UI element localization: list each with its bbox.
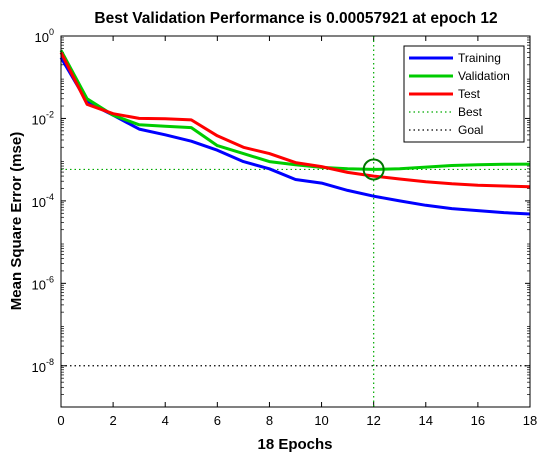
- plot-frame: [60, 35, 531, 408]
- legend-label-training: Training: [458, 51, 501, 65]
- x-tick-label: 6: [214, 413, 221, 428]
- y-tick-exponent: -2: [46, 109, 54, 119]
- legend: Training Validation Test Best Goal: [403, 45, 525, 143]
- x-tick-label: 0: [57, 413, 64, 428]
- y-tick-label: 10-2: [32, 109, 54, 127]
- y-axis-label: Mean Square Error (mse): [8, 132, 25, 310]
- y-tick-label: 10-6: [32, 274, 54, 292]
- legend-label-best: Best: [458, 105, 483, 119]
- legend-label-goal: Goal: [458, 123, 483, 137]
- series-test-line: [59, 51, 531, 189]
- y-tick-exponent: -8: [46, 357, 54, 367]
- y-tick-label: 10-8: [32, 357, 54, 375]
- best-circle-marker: [362, 158, 385, 181]
- y-tick-base: 10: [32, 277, 46, 292]
- best-marker-layer: [362, 158, 385, 181]
- x-tick-label: 12: [366, 413, 380, 428]
- y-tick-exponent: -4: [46, 192, 54, 202]
- y-tick-base: 10: [32, 112, 46, 127]
- x-tick-label: 18: [523, 413, 537, 428]
- y-tick-base: 10: [32, 360, 46, 375]
- x-tick-label: 16: [471, 413, 485, 428]
- legend-label-validation: Validation: [458, 69, 510, 83]
- y-tick-base: 10: [32, 195, 46, 210]
- reference-lines: [61, 36, 530, 407]
- x-tick-label: 8: [266, 413, 273, 428]
- x-tick-label: 14: [419, 413, 433, 428]
- series-training-line: [59, 56, 531, 216]
- y-tick-exponent: 0: [49, 27, 54, 37]
- x-axis-label: 18 Epochs: [257, 436, 332, 453]
- y-tick-base: 10: [35, 30, 49, 45]
- x-tick-label: 10: [314, 413, 328, 428]
- series-layer: [59, 49, 531, 216]
- y-tick-exponent: -6: [46, 274, 54, 284]
- x-tick-label: 2: [109, 413, 116, 428]
- y-tick-label: 100: [35, 27, 54, 45]
- chart-title: Best Validation Performance is 0.0005792…: [94, 10, 497, 27]
- legend-label-test: Test: [458, 87, 481, 101]
- x-tick-label: 4: [162, 413, 169, 428]
- y-tick-label: 10-4: [32, 192, 54, 210]
- series-validation-line: [59, 49, 531, 171]
